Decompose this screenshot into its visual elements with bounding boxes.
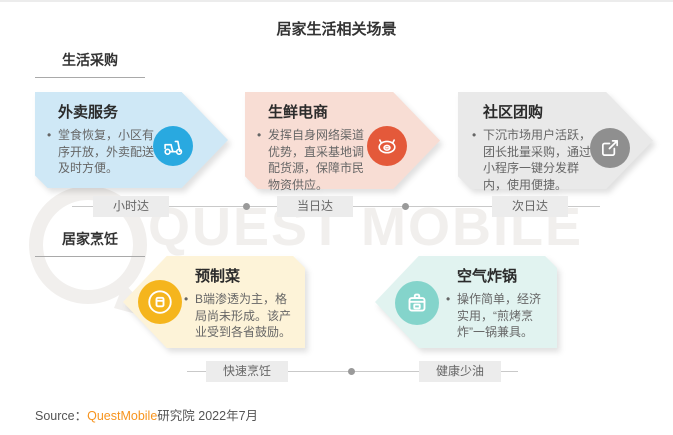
timeline-label-hour: 小时达 [93, 196, 169, 217]
bullet-text: 操作简单，经济实用，“煎烤烹炸”一锅兼具。 [457, 292, 542, 339]
bullet-dot [472, 127, 483, 193]
scooter-icon [153, 126, 193, 166]
timeline-dot [348, 368, 355, 375]
timeline-label-healthy: 健康少油 [419, 361, 501, 382]
card-bullet: 发挥自身网络渠道优势，直采基地调配货源，保障市民物资供应。 [257, 127, 367, 193]
share-icon [590, 128, 630, 168]
timeline-dot [402, 203, 409, 210]
source-brand: QuestMobile [87, 409, 158, 423]
card-community-group-buy: 社区团购 下沉市场用户活跃，团长批量采购，通过小程序一键分发群内，使用便捷。 [458, 92, 653, 192]
card-title: 社区团购 [483, 104, 544, 121]
delivery-speed-timeline: 小时达 当日达 次日达 [0, 195, 673, 219]
card-bullet: B端渗透为主，格局尚未形成。该产业受到各省鼓励。 [184, 291, 292, 341]
cooking-benefit-timeline: 快速烹饪 健康少油 [0, 360, 673, 384]
timeline-label-same-day: 当日达 [277, 196, 353, 217]
bullet-text: 发挥自身网络渠道优势，直采基地调配货源，保障市民物资供应。 [268, 128, 365, 192]
dish-icon [138, 280, 182, 324]
bullet-dot [47, 127, 58, 177]
source-rest: 研究院 2022年7月 [157, 409, 259, 423]
card-bullet: 操作简单，经济实用，“煎烤烹炸”一锅兼具。 [446, 291, 552, 341]
page-title: 居家生活相关场景 [276, 21, 397, 38]
bullet-dot [257, 127, 268, 193]
card-arrow-shape [35, 92, 228, 188]
timeline-dot [243, 203, 250, 210]
card-arrow-shape [245, 92, 440, 189]
card-bullet: 堂食恢复，小区有序开放，外卖配送及时方便。 [47, 127, 154, 177]
card-fresh-ecommerce: 生鲜电商 发挥自身网络渠道优势，直采基地调配货源，保障市民物资供应。 [245, 92, 440, 192]
bullet-dot [184, 291, 195, 341]
section-label-cooking: 居家烹饪 [35, 229, 145, 257]
card-bullet: 下沉市场用户活跃，团长批量采购，通过小程序一键分发群内，使用便捷。 [472, 127, 594, 193]
air-fryer-icon [395, 281, 439, 325]
card-title: 空气炸锅 [457, 268, 518, 285]
source-line: Source：QuestMobile研究院 2022年7月 [35, 405, 258, 424]
card-air-fryer: 空气炸锅 操作简单，经济实用，“煎烤烹炸”一锅兼具。 [375, 256, 557, 348]
card-title: 外卖服务 [58, 104, 119, 121]
timeline-label-next-day: 次日达 [492, 196, 568, 217]
timeline-label-quick-cooking: 快速烹饪 [206, 361, 288, 382]
card-delivery-service: 外卖服务 堂食恢复，小区有序开放，外卖配送及时方便。 [35, 92, 228, 188]
section-label-shopping: 生活采购 [35, 50, 145, 78]
bullet-text: B端渗透为主，格局尚未形成。该产业受到各省鼓励。 [195, 292, 292, 339]
bullet-dot [446, 291, 457, 341]
bullet-text: 下沉市场用户活跃，团长批量采购，通过小程序一键分发群内，使用便捷。 [483, 128, 592, 192]
pig-icon [367, 126, 407, 166]
source-label: Source： [35, 409, 88, 423]
top-divider [0, 0, 673, 2]
card-premade-dishes: 预制菜 B端渗透为主，格局尚未形成。该产业受到各省鼓励。 [123, 256, 305, 348]
card-title: 预制菜 [195, 268, 241, 285]
card-title: 生鲜电商 [268, 104, 329, 121]
bullet-text: 堂食恢复，小区有序开放，外卖配送及时方便。 [58, 128, 155, 175]
